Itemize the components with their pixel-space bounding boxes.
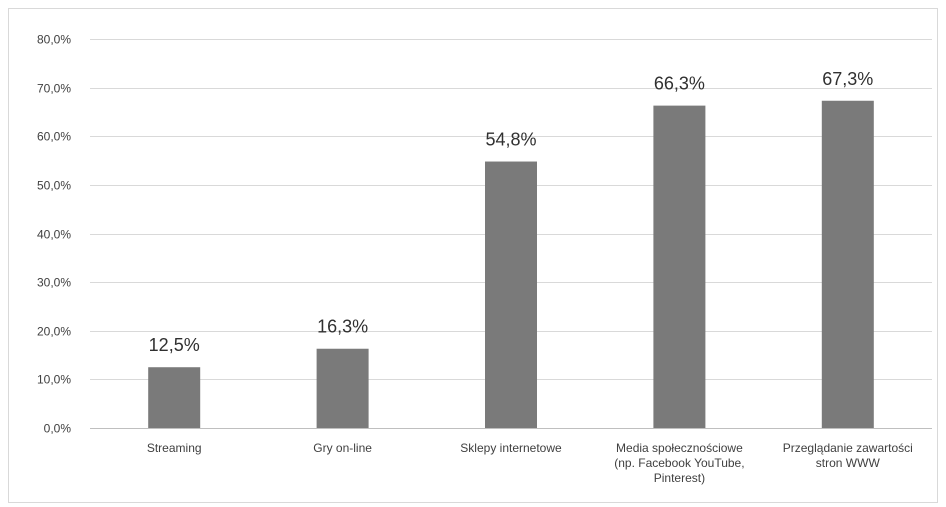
bar bbox=[148, 367, 201, 428]
y-tick-label: 0,0% bbox=[44, 422, 72, 436]
y-tick-label: 50,0% bbox=[37, 179, 71, 193]
data-label: 54,8% bbox=[485, 130, 536, 150]
data-label: 12,5% bbox=[149, 335, 200, 355]
y-tick-label: 70,0% bbox=[37, 82, 71, 96]
category-label: Przeglądanie zawartości stron WWW bbox=[783, 441, 913, 470]
y-tick-label: 30,0% bbox=[37, 276, 71, 290]
y-tick-label: 40,0% bbox=[37, 228, 71, 242]
bar bbox=[485, 161, 537, 428]
bar bbox=[316, 348, 369, 428]
category-label: Gry on-line bbox=[313, 441, 372, 455]
y-tick-label: 80,0% bbox=[37, 33, 71, 47]
category-label: Sklepy internetowe bbox=[460, 441, 562, 455]
category-label: Media społecznościowe (np. Facebook YouTu… bbox=[614, 441, 744, 485]
bar-chart: 0,0% 10,0% 20,0% 30,0% 40,0% 50,0% 60,0% 70,0% 8… bbox=[37, 33, 932, 485]
data-label: 67,3% bbox=[822, 69, 873, 89]
chart-frame: 0,0% 10,0% 20,0% 30,0% 40,0% 50,0% 60,0% 70,0% 8… bbox=[8, 8, 938, 503]
data-labels: 12,5% 16,3% 54,8% 66,3% 67,3% bbox=[149, 69, 874, 355]
y-tick-label: 60,0% bbox=[37, 130, 71, 144]
y-tick-label: 10,0% bbox=[37, 373, 71, 387]
category-labels: Streaming Gry on-line Sklepy internetowe Me… bbox=[147, 441, 913, 485]
data-label: 16,3% bbox=[317, 317, 368, 337]
bars bbox=[148, 100, 874, 429]
category-label: Streaming bbox=[147, 441, 202, 455]
y-axis-tick-labels: 0,0% 10,0% 20,0% 30,0% 40,0% 50,0% 60,0% 70,0% 8… bbox=[37, 33, 71, 436]
data-label: 66,3% bbox=[654, 74, 705, 94]
y-tick-label: 20,0% bbox=[37, 325, 71, 339]
bar bbox=[821, 100, 874, 428]
bar bbox=[653, 105, 706, 429]
